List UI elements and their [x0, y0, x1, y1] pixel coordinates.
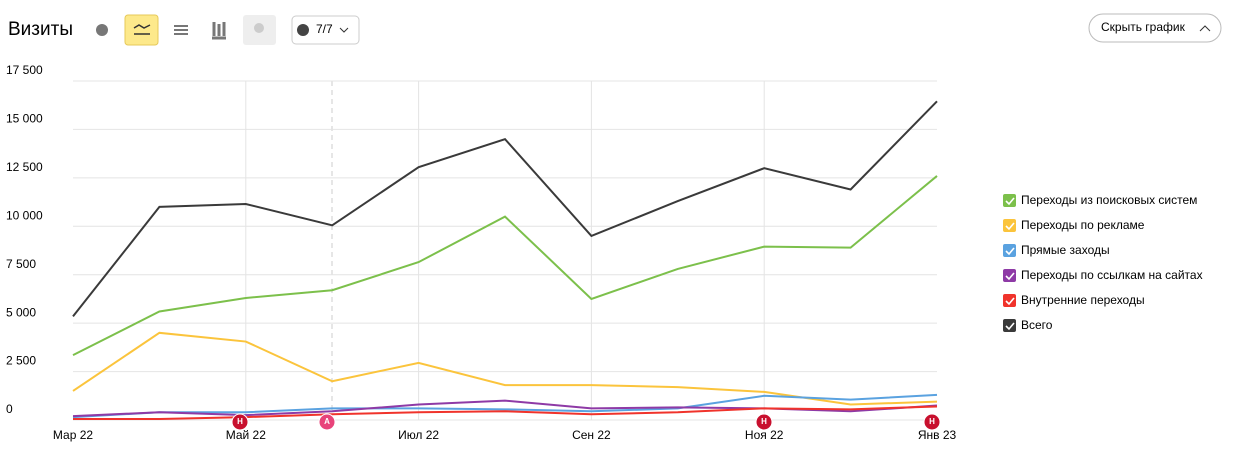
legend-checkbox[interactable]: [1003, 244, 1016, 257]
series-line: [73, 405, 938, 421]
y-tick-label: 5 000: [6, 305, 36, 319]
annotation-label: Н: [237, 417, 243, 426]
series-line: [72, 393, 938, 419]
legend-check: [1005, 322, 1015, 331]
legend-checkbox[interactable]: [1003, 269, 1016, 282]
chevron: [339, 27, 349, 33]
chevron-up: [1199, 25, 1211, 32]
legend-label: Прямые заходы: [1021, 243, 1110, 257]
legend-label: Переходы по ссылкам на сайтах: [1021, 268, 1203, 282]
y-tick-label: 12 500: [6, 160, 43, 174]
map-icon-glyph: [254, 23, 264, 33]
x-tick-label: Ноя 22: [745, 428, 784, 442]
legend-check: [1005, 197, 1015, 206]
page-title: Визиты: [8, 19, 73, 40]
legend-checkbox[interactable]: [1003, 319, 1016, 332]
y-tick-label: 17 500: [6, 63, 43, 77]
legend-label: Переходы из поисковых систем: [1021, 193, 1197, 207]
legend-checkbox[interactable]: [1003, 194, 1016, 207]
y-tick-label: 7 500: [6, 257, 36, 271]
line-icon[interactable]: [124, 14, 159, 46]
y-tick-label: 15 000: [6, 112, 43, 126]
legend-label: Внутренние переходы: [1021, 293, 1145, 307]
series-line: [72, 100, 938, 317]
legend-label: Переходы по рекламе: [1021, 218, 1145, 232]
x-tick-label: Янв 23: [918, 428, 957, 442]
pie-icon[interactable]: [96, 24, 108, 36]
legend-check: [1005, 222, 1015, 231]
hide-chart-label: Скрыть график: [1101, 20, 1186, 34]
filter-button[interactable]: [291, 15, 360, 45]
filter-label: 7/7: [316, 22, 333, 36]
view-icons[interactable]: [96, 14, 276, 46]
legend-check: [1005, 297, 1015, 306]
y-tick-label: 2 500: [6, 354, 36, 368]
annotation-label: А: [324, 417, 330, 426]
line-icon-glyph: [133, 24, 151, 35]
annotation-label: Н: [761, 417, 767, 426]
legend-label: Всего: [1021, 318, 1053, 332]
y-tick-label: 10 000: [6, 208, 43, 222]
x-tick-label: Мар 22: [53, 428, 93, 442]
annotation-marker: [231, 413, 249, 431]
series-line: [72, 175, 938, 356]
bar-icon[interactable]: [212, 22, 226, 40]
legend-check: [1005, 272, 1015, 281]
hide-chart-button[interactable]: [1088, 13, 1222, 43]
legend-checkbox[interactable]: [1003, 219, 1016, 232]
x-tick-label: Май 22: [226, 428, 267, 442]
series-line: [72, 331, 938, 406]
legend-checkbox[interactable]: [1003, 294, 1016, 307]
legend-check: [1005, 247, 1015, 256]
annotation-marker: [318, 413, 336, 431]
x-tick-label: Сен 22: [572, 428, 611, 442]
annotation-marker: [755, 413, 773, 431]
comment-icon: [297, 24, 309, 36]
annotation-marker: [923, 413, 941, 431]
annotation-label: Н: [929, 417, 935, 426]
y-tick-label: 0: [6, 402, 13, 416]
area-icon[interactable]: [174, 25, 188, 35]
x-tick-label: Июл 22: [398, 428, 439, 442]
